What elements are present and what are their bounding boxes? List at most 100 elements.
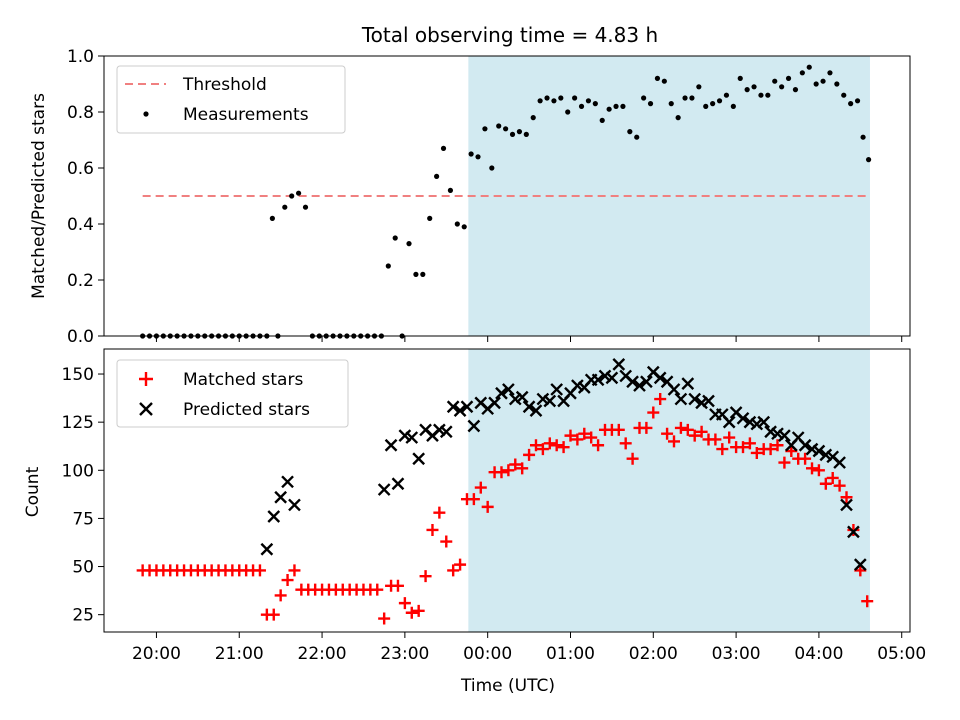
matched-star-point <box>654 393 667 406</box>
legend-predicted-swatch <box>139 402 153 416</box>
measurement-point <box>620 103 626 109</box>
measurement-point <box>282 204 288 210</box>
x-tick-label: 05:00 <box>877 644 926 664</box>
measurement-point <box>530 115 536 121</box>
measurement-point <box>841 92 847 98</box>
measurement-point <box>406 241 412 247</box>
matched-star-point <box>674 421 687 434</box>
measurement-point <box>302 204 309 210</box>
predicted-star-point <box>674 392 688 406</box>
count-y-ticks: 25 50 75 100 125 150 <box>62 365 104 626</box>
predicted-star-point <box>384 438 398 452</box>
matched-star-point <box>778 456 791 469</box>
measurement-points <box>140 64 872 339</box>
count-y-axis-label: Count <box>23 466 43 517</box>
predicted-star-point <box>529 404 543 417</box>
measurement-point <box>654 75 661 81</box>
measurement-point <box>730 103 736 109</box>
predicted-star-point <box>412 452 426 466</box>
matched-star-point <box>516 462 529 475</box>
predicted-star-point <box>488 396 501 410</box>
measurement-point <box>420 271 426 277</box>
predicted-star-point <box>439 425 453 439</box>
predicted-star-point <box>722 415 736 429</box>
matched-star-point <box>585 431 598 444</box>
predicted-star-point <box>543 394 557 408</box>
predicted-star-point <box>778 429 791 442</box>
matched-star-point <box>640 421 653 434</box>
matched-star-point <box>743 437 756 450</box>
measurement-point <box>578 103 585 109</box>
matched-star-point <box>426 523 439 536</box>
measurement-point <box>710 101 716 107</box>
measurement-point <box>537 98 543 104</box>
predicted-star-point <box>736 411 750 425</box>
measurement-point <box>772 78 778 84</box>
predicted-star-point <box>467 419 481 433</box>
measurement-point <box>482 126 488 132</box>
measurement-point <box>744 87 750 93</box>
count-panel: 25 50 75 100 125 150 20:00 21:00 22:00 23:00 00:0… <box>23 348 926 696</box>
measurement-point <box>413 271 419 277</box>
predicted-star-point <box>798 438 812 452</box>
matched-star-point <box>398 597 411 610</box>
predicted-star-point <box>377 483 391 496</box>
measurement-point <box>468 151 474 157</box>
matched-star-point <box>571 433 584 446</box>
measurement-point <box>779 84 785 90</box>
predicted-star-point <box>612 358 626 371</box>
count-legend: Matched stars Predicted stars <box>116 359 349 428</box>
measurement-point <box>723 92 730 98</box>
measurement-point <box>558 95 564 101</box>
measurement-point <box>599 117 605 123</box>
count-y-tick-label: 75 <box>72 509 94 529</box>
count-legend-box <box>116 359 349 428</box>
legend-threshold-label: Threshold <box>182 75 267 95</box>
matched-star-point <box>550 439 563 452</box>
predicted-star-point <box>515 390 529 404</box>
matched-star-point <box>288 564 301 577</box>
legend-measurements-swatch <box>143 111 149 117</box>
predicted-star-point <box>288 498 301 512</box>
matched-star-point <box>819 477 832 490</box>
count-y-tick-label: 50 <box>72 558 94 578</box>
matched-star-point <box>723 431 736 444</box>
predicted-star-point <box>840 498 853 512</box>
measurement-point <box>289 193 295 199</box>
x-tick-label: 02:00 <box>629 644 678 664</box>
x-tick-label: 23:00 <box>380 644 429 664</box>
measurement-point <box>475 154 481 160</box>
measurement-point <box>854 98 861 104</box>
matched-star-point <box>274 589 287 602</box>
predicted-star-point <box>757 415 771 429</box>
predicted-star-point <box>453 404 467 417</box>
predicted-star-point <box>640 375 653 389</box>
measurement-point <box>792 87 799 93</box>
x-tick-label: 00:00 <box>463 644 512 664</box>
predicted-star-point <box>812 444 826 458</box>
legend-predicted-label: Predicted stars <box>183 400 310 420</box>
predicted-star-point <box>605 371 619 385</box>
ratio-legend: Threshold Measurements <box>116 65 346 134</box>
predicted-star-point <box>274 490 288 504</box>
matched-star-point <box>667 435 680 448</box>
x-axis-label: Time (UTC) <box>460 676 555 696</box>
measurement-point <box>765 92 771 98</box>
ratio-y-axis-label: Matched/Predicted stars <box>29 93 49 299</box>
matched-star-point <box>371 583 384 596</box>
predicted-star-point <box>833 456 846 469</box>
measurement-point <box>737 75 743 81</box>
matched-star-point <box>840 491 853 504</box>
measurement-point <box>634 134 640 140</box>
measurement-point <box>427 215 433 221</box>
matched-stars-points <box>136 393 874 625</box>
figure-title: Total observing time = 4.83 h <box>361 23 658 47</box>
measurement-point <box>565 109 571 115</box>
matched-star-point <box>695 425 708 438</box>
x-tick-label: 01:00 <box>546 644 595 664</box>
ratio-y-tick-label: 0.8 <box>67 103 94 123</box>
measurement-point <box>682 95 688 101</box>
matched-star-point <box>495 466 508 479</box>
matched-star-point <box>626 452 639 465</box>
